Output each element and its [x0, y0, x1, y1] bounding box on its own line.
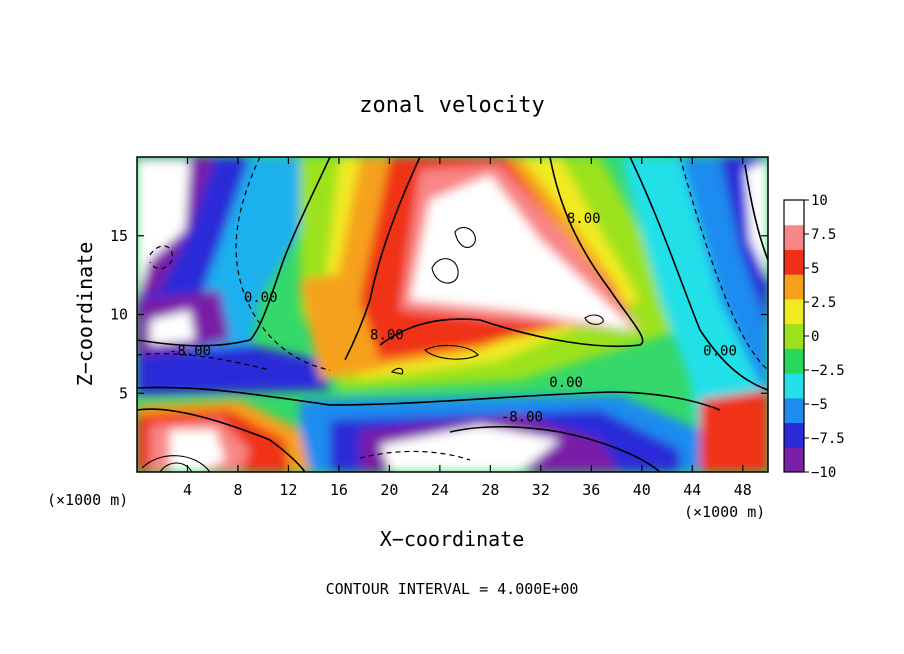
y-tick-label: 15 — [110, 227, 128, 245]
contour-label: -8.00 — [169, 343, 211, 359]
contour-label: 0.00 — [244, 290, 278, 306]
colorbar: 10 7.5 5 2.5 0 −2.5 −5 −7.5 −10 — [783, 193, 845, 481]
x-unit-left: (×1000 m) — [47, 491, 128, 509]
colorbar-cell — [784, 200, 804, 226]
colorbar-tick-label: −5 — [811, 397, 828, 413]
x-tick-label: 20 — [380, 481, 398, 499]
contour-label: -8.00 — [501, 410, 543, 426]
colorbar-tick-label: 0 — [811, 329, 819, 345]
colorbar-tick-label: −2.5 — [811, 363, 845, 379]
contour-interval-note: CONTOUR INTERVAL = 4.000E+00 — [326, 580, 579, 598]
x-tick-label: 32 — [532, 481, 550, 499]
x-tick-label: 24 — [431, 481, 449, 499]
x-axis-ticks: 4 8 12 16 20 24 28 32 36 40 44 48 — [183, 157, 752, 499]
contour-label: 0.00 — [703, 343, 737, 359]
chart-title: zonal velocity — [359, 93, 544, 118]
contour-labels: 0.00 8.00 -8.00 8.00 0.00 -8.00 0.00 — [169, 211, 737, 425]
colorbar-tick-label: −10 — [811, 465, 836, 481]
y-tick-label: 10 — [110, 306, 128, 324]
x-tick-label: 36 — [582, 481, 600, 499]
colorbar-tick-label: 7.5 — [811, 227, 836, 243]
colorbar-cell — [784, 224, 804, 250]
y-axis-ticks: 5 10 15 — [110, 227, 768, 402]
contour-label: 0.00 — [549, 375, 583, 391]
x-tick-label: 28 — [481, 481, 499, 499]
colorbar-cell — [784, 397, 804, 424]
colorbar-cell — [784, 298, 804, 325]
x-tick-label: 4 — [183, 481, 192, 499]
colorbar-cell — [784, 249, 804, 275]
colorbar-cell — [784, 348, 804, 374]
x-tick-label: 8 — [233, 481, 242, 499]
x-unit-right: (×1000 m) — [684, 503, 765, 521]
colorbar-tick-label: 5 — [811, 261, 819, 277]
y-axis-label: Z−coordinate — [73, 242, 97, 387]
velocity-field — [137, 157, 768, 472]
x-tick-label: 44 — [683, 481, 701, 499]
contour-label: 8.00 — [370, 328, 404, 344]
colorbar-cell — [784, 323, 804, 349]
colorbar-cell — [784, 373, 804, 399]
colorbar-tick-label: 10 — [811, 193, 828, 209]
x-tick-label: 40 — [633, 481, 651, 499]
x-tick-label: 16 — [330, 481, 348, 499]
colorbar-cell — [784, 447, 804, 473]
colorbar-tick-label: −7.5 — [811, 431, 845, 447]
colorbar-tick-label: 2.5 — [811, 295, 836, 311]
x-tick-label: 48 — [734, 481, 752, 499]
contour-label: 8.00 — [567, 211, 601, 227]
y-tick-label: 5 — [119, 384, 128, 402]
colorbar-cell — [784, 274, 804, 300]
x-tick-label: 12 — [279, 481, 297, 499]
x-axis-label: X−coordinate — [380, 527, 525, 551]
colorbar-cell — [784, 422, 804, 448]
